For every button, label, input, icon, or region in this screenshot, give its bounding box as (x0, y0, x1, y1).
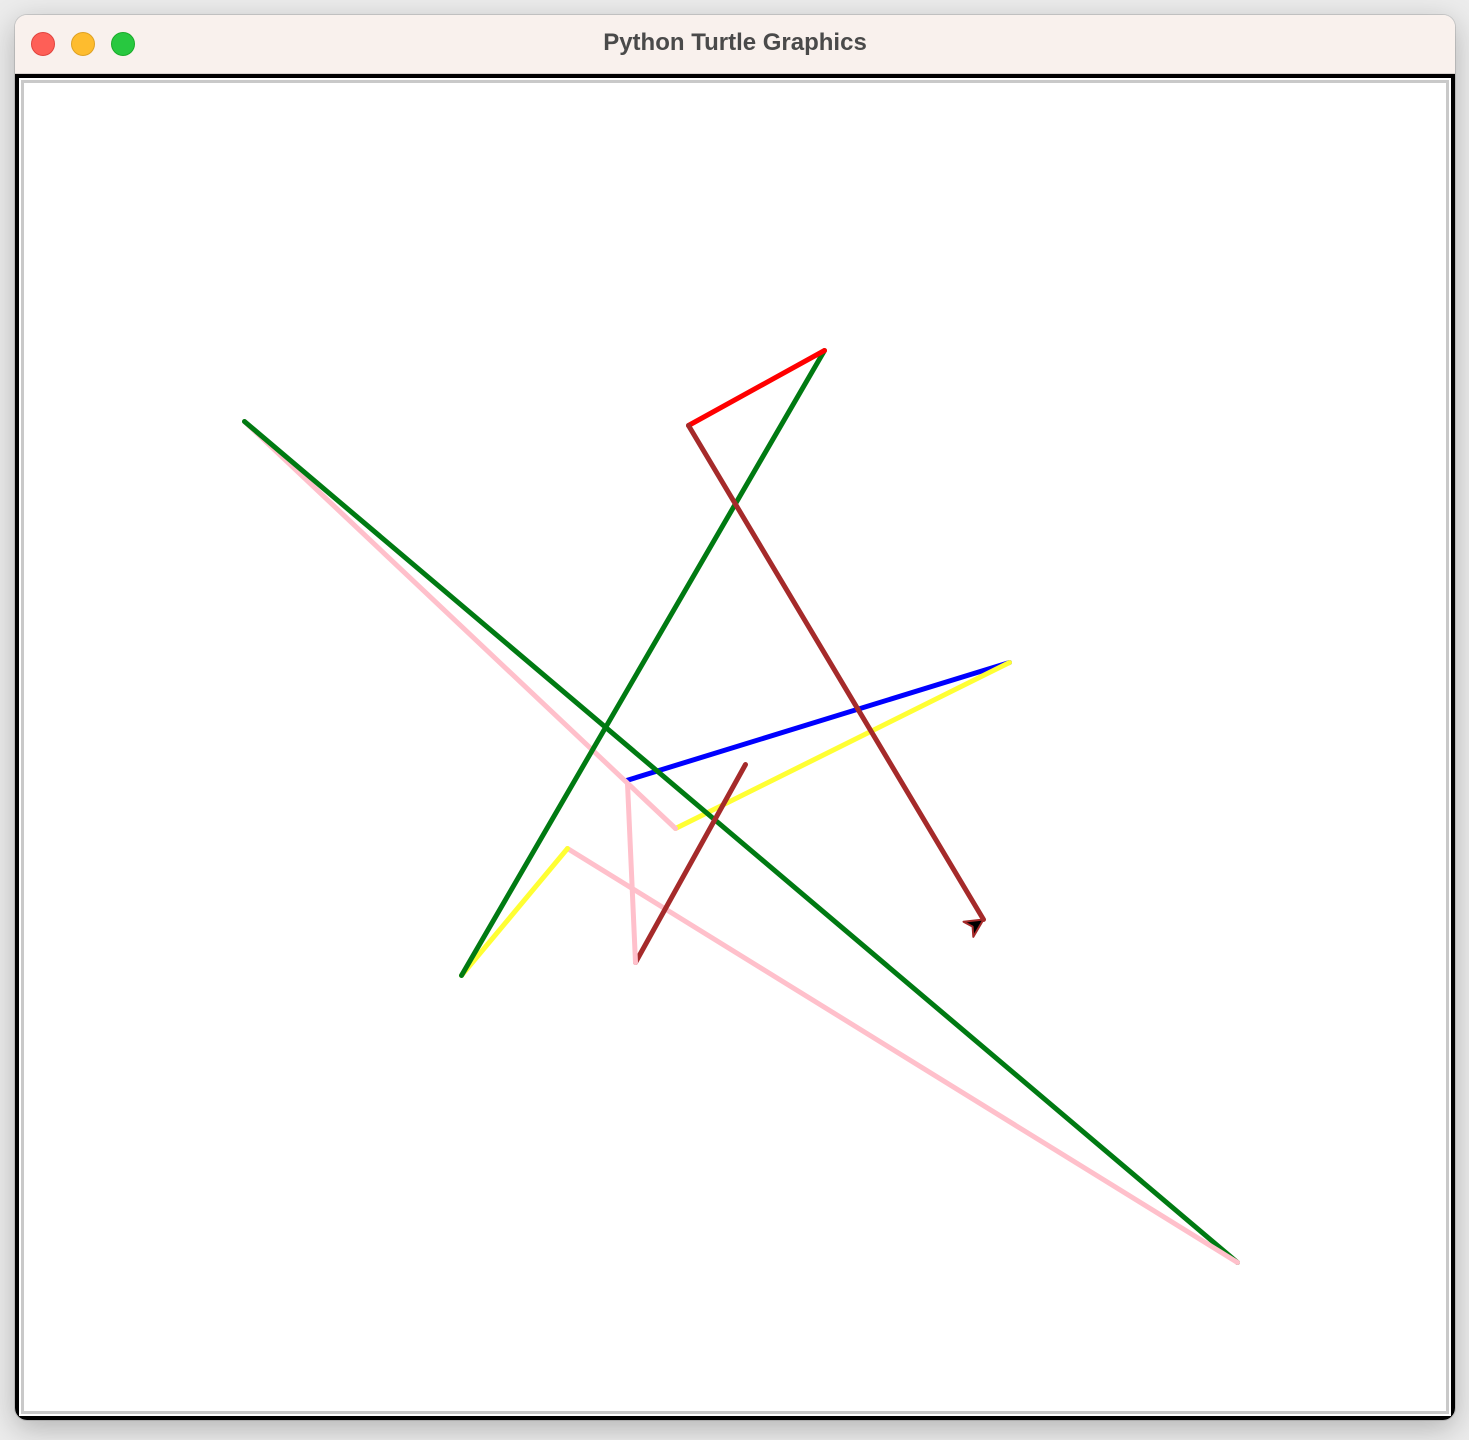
turtle-window: Python Turtle Graphics (15, 15, 1455, 1420)
turtle-path-segment-green (459, 348, 827, 978)
turtle-canvas[interactable] (21, 80, 1449, 1414)
window-title: Python Turtle Graphics (603, 29, 867, 56)
turtle-arrow-shape (962, 918, 985, 938)
turtle-path-segment-pink (565, 846, 1240, 1265)
turtle-path-segment-green (242, 419, 1240, 1265)
turtle-path-segment-yellow (459, 846, 570, 978)
close-button[interactable] (31, 32, 55, 56)
turtle-path-segment-blue (624, 660, 1012, 783)
minimize-button[interactable] (71, 32, 95, 56)
turtle-path-segment-brown (686, 423, 986, 922)
turtle-cursor-icon (962, 918, 985, 938)
turtle-path-segment-pink (242, 419, 678, 831)
turtle-path-segment-red (686, 348, 827, 428)
turtle-path-segment-yellow (673, 660, 1012, 831)
title-bar[interactable]: Python Turtle Graphics (15, 15, 1455, 74)
zoom-button[interactable] (111, 32, 135, 56)
turtle-drawing (242, 348, 1240, 1265)
turtle-canvas-frame (15, 74, 1455, 1420)
turtle-path-segment-pink (625, 781, 638, 965)
turtle-path-segment-brown (633, 762, 748, 965)
